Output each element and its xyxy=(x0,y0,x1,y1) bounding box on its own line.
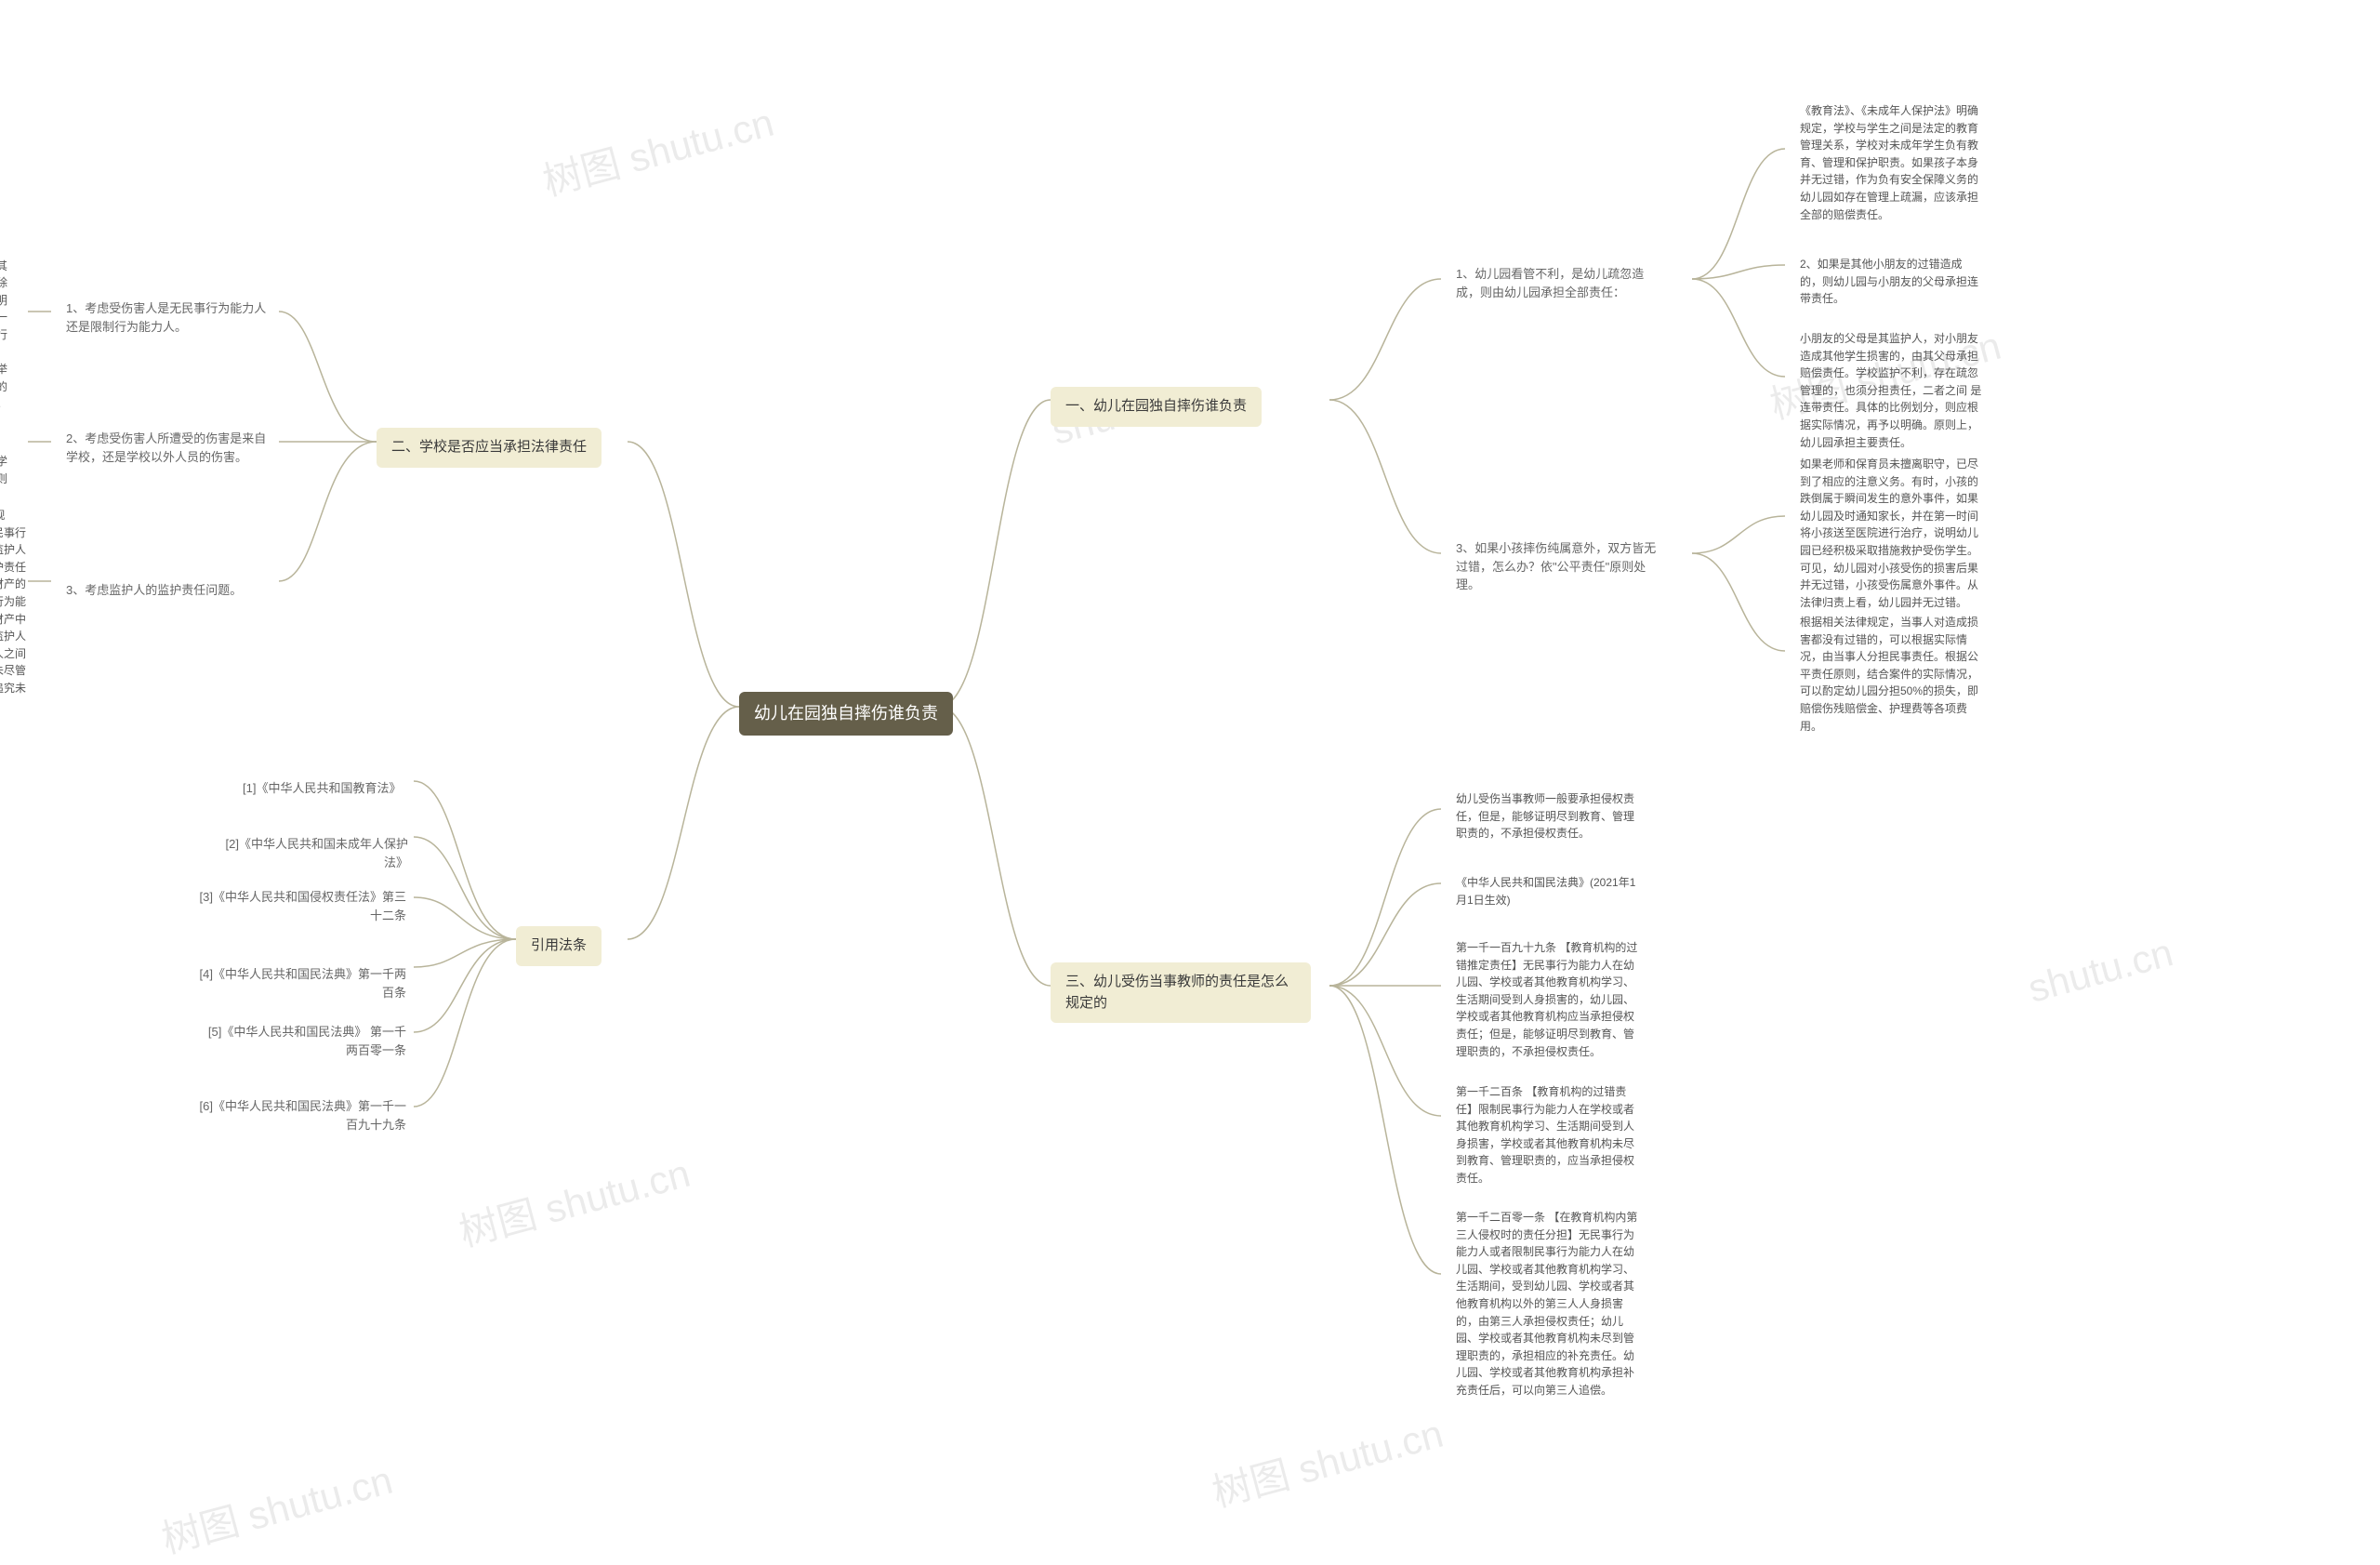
b4-leaf-4: [4]《中华人民共和国民法典》第一千两百条 xyxy=(184,956,421,1011)
b3-leaf-3: 第一千一百九十九条 【教育机构的过错推定责任】无民事行为能力人在幼儿园、学校或者… xyxy=(1441,930,1655,1069)
b4-leaf-1: [1]《中华人民共和国教育法》 xyxy=(228,770,416,807)
b4-leaf-5: [5]《中华人民共和国民法典》 第一千两百零一条 xyxy=(184,1014,421,1068)
b3-leaf-5: 第一千二百零一条 【在教育机构内第三人侵权时的责任分担】无民事行为能力人或者限制… xyxy=(1441,1200,1655,1409)
b2-sub-2: 2、考虑受伤害人所遭受的伤害是来自学校，还是学校以外人员的伤害。 xyxy=(51,420,284,475)
root-node: 幼儿在园独自摔伤谁负责 xyxy=(739,692,953,736)
watermark: 树图 shutu.cn xyxy=(536,91,779,207)
b3-leaf-4: 第一千二百条 【教育机构的过错责任】限制民事行为能力人在学校或者其他教育机构学习… xyxy=(1441,1074,1655,1197)
b3-leaf-2: 《中华人民共和国民法典》(2021年1月1日生效) xyxy=(1441,865,1655,918)
branch-1: 一、幼儿在园独自摔伤谁负责 xyxy=(1051,387,1262,427)
b1-s2-leaf-1: 如果老师和保育员未擅离职守，已尽到了相应的注意义务。有时，小孩的跌倒属于瞬间发生… xyxy=(1785,446,1999,620)
watermark: 树图 shutu.cn xyxy=(1205,1402,1448,1519)
b4-leaf-2: [2]《中华人民共和国未成年人保护法》 xyxy=(195,826,423,881)
watermark: 树图 shutu.cn xyxy=(154,1449,398,1565)
b1-s1-leaf-1: 《教育法》、《未成年人保护法》明确规定，学校与学生之间是法定的教育管理关系，学校… xyxy=(1785,93,1999,232)
b2-s3-leaf-1: 依据《侵权责任法》第32条的规定，无民事行为能力人、限制民事行为能力人造成他人损… xyxy=(0,497,42,723)
b1-s1-leaf-2: 2、如果是其他小朋友的过错造成的，则幼儿园与小朋友的父母承担连带责任。 xyxy=(1785,246,1999,317)
b1-sub-1: 1、幼儿园看管不利，是幼儿疏忽造成，则由幼儿园承担全部责任： xyxy=(1441,256,1683,311)
branch-3: 三、幼儿受伤当事教师的责任是怎么规定的 xyxy=(1051,962,1311,1023)
branch-2: 二、学校是否应当承担法律责任 xyxy=(377,428,602,468)
branch-4: 引用法条 xyxy=(516,926,602,966)
b1-sub-2: 3、如果小孩摔伤纯属意外，双方皆无过错，怎么办？依"公平责任"原则处理。 xyxy=(1441,530,1683,603)
b1-s1-leaf-3: 小朋友的父母是其监护人，对小朋友造成其他学生损害的，由其父母承担赔偿责任。学校监… xyxy=(1785,321,1999,460)
b1-s2-leaf-2: 根据相关法律规定，当事人对造成损害都没有过错的，可以根据实际情况，由当事人分担民… xyxy=(1785,604,1999,744)
b2-sub-1: 1、考虑受伤害人是无民事行为能力人还是限制行为能力人。 xyxy=(51,290,284,345)
b2-sub-3: 3、考虑监护人的监护责任问题。 xyxy=(51,572,257,609)
b2-s1-leaf-1: 如果是无民事行为能力人即10周岁以下的儿童受到伤害，则学校或者其他教育机构就应当… xyxy=(0,231,23,422)
watermark: shutu.cn xyxy=(2023,930,2177,1011)
b4-leaf-3: [3]《中华人民共和国侵权责任法》第三十二条 xyxy=(184,879,421,934)
b4-leaf-6: [6]《中华人民共和国民法典》第一千一百九十九条 xyxy=(184,1088,421,1143)
watermark: 树图 shutu.cn xyxy=(452,1142,695,1258)
b3-leaf-1: 幼儿受伤当事教师一般要承担侵权责任，但是，能够证明尽到教育、管理职责的，不承担侵… xyxy=(1441,781,1655,852)
